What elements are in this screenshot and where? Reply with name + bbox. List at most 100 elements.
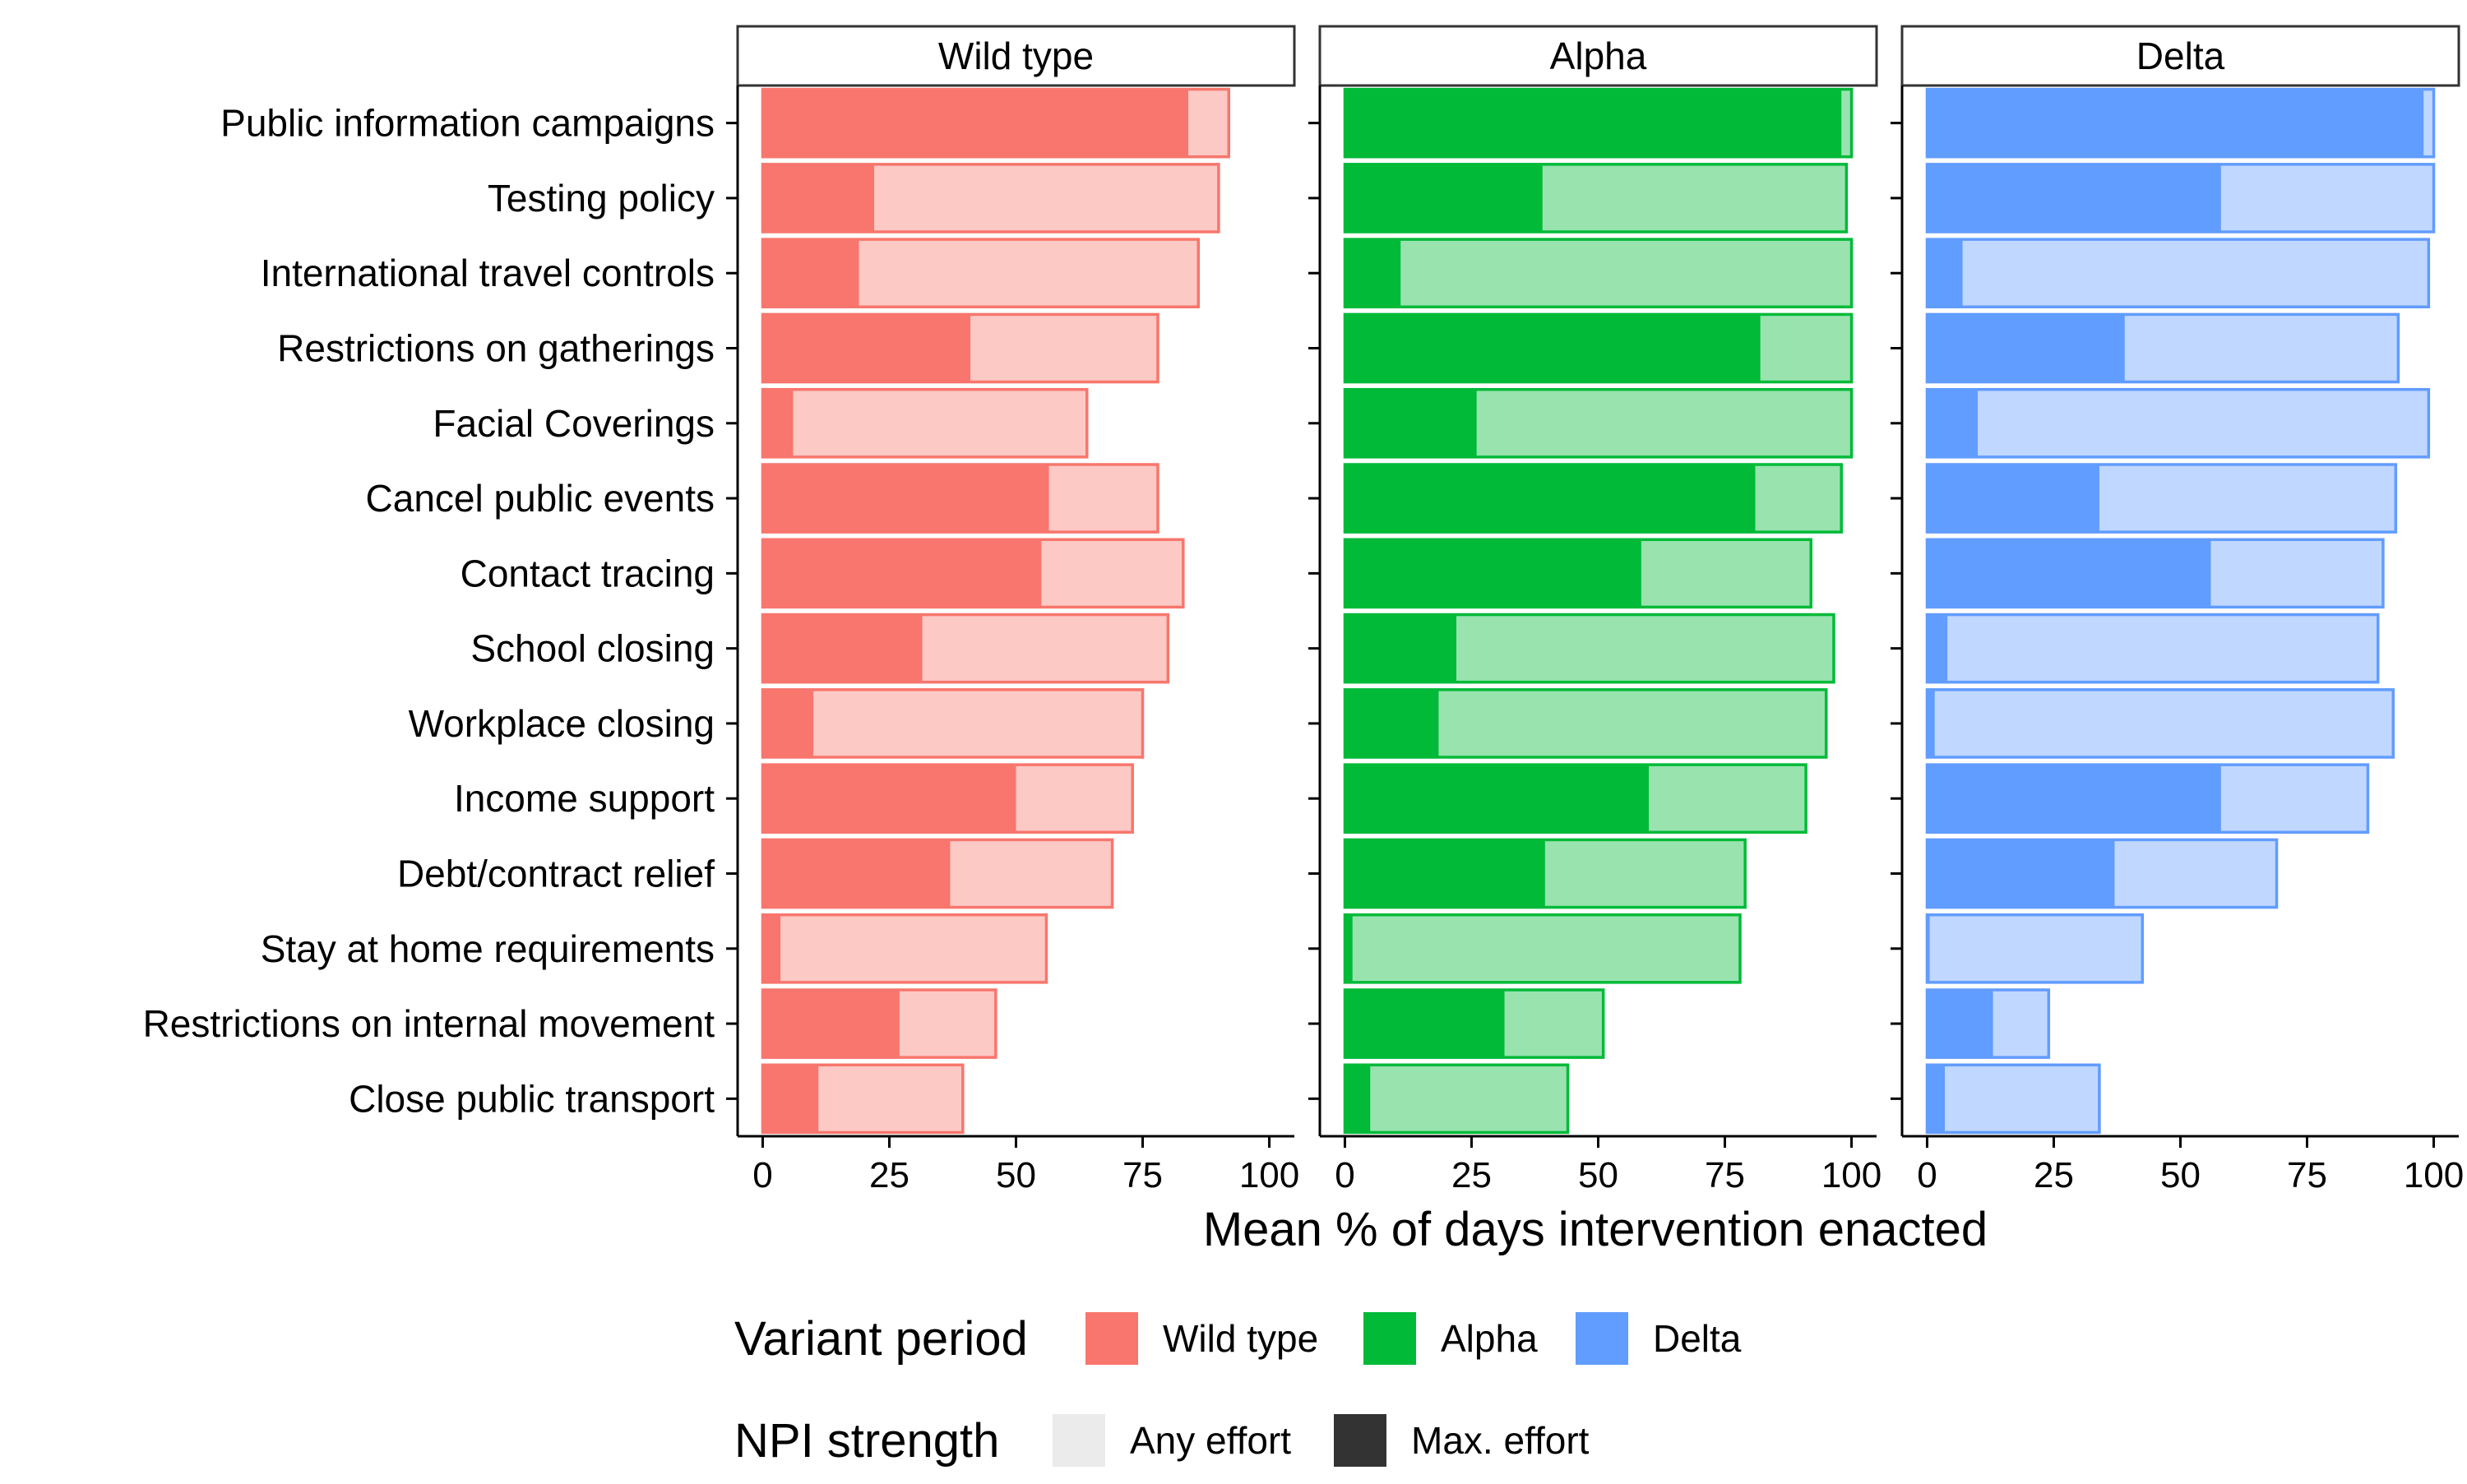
y-category-label: Cancel public events	[366, 477, 715, 520]
bar-max-effort	[1927, 1065, 1946, 1133]
y-category-label: Stay at home requirements	[261, 927, 715, 970]
legend-label: Wild type	[1163, 1317, 1318, 1360]
legend-key	[1053, 1414, 1105, 1467]
x-tick-label: 100	[1239, 1155, 1299, 1195]
x-tick-label: 25	[2034, 1155, 2074, 1195]
bar-max-effort	[1345, 539, 1641, 608]
bar-max-effort	[762, 1065, 819, 1133]
bar-max-effort	[762, 239, 859, 307]
legend-label: Alpha	[1441, 1317, 1538, 1360]
x-axis-title: Mean % of days intervention enacted	[1203, 1203, 1988, 1256]
y-category-label: Close public transport	[349, 1077, 715, 1120]
bar-max-effort	[762, 914, 781, 982]
bar-max-effort	[1345, 689, 1439, 758]
facet-strip	[736, 25, 1296, 87]
bar-max-effort	[1927, 89, 2424, 157]
x-tick-label: 50	[2160, 1155, 2201, 1195]
bar-max-effort	[762, 614, 923, 682]
bar-max-effort	[762, 164, 875, 233]
bar-max-effort	[1345, 839, 1545, 908]
bar-max-effort	[1345, 239, 1401, 307]
y-category-label: School closing	[470, 627, 715, 670]
x-tick-label: 75	[1705, 1155, 1745, 1195]
x-tick-label: 25	[869, 1155, 910, 1195]
bar-max-effort	[1927, 765, 2221, 833]
bar-any-effort	[761, 387, 1089, 459]
bar-any-effort	[1925, 387, 2431, 459]
bar-max-effort	[1345, 89, 1842, 157]
bar-any-effort	[1343, 238, 1854, 309]
legend-label: Any effort	[1130, 1419, 1291, 1462]
bar-max-effort	[1927, 314, 2125, 382]
bar-max-effort	[762, 89, 1188, 157]
x-tick-label: 0	[1335, 1155, 1354, 1195]
bar-max-effort	[1345, 989, 1505, 1058]
bar-max-effort	[1927, 539, 2211, 608]
legend-key	[1085, 1312, 1138, 1365]
bar-max-effort	[1345, 765, 1650, 833]
bar-max-effort	[1345, 164, 1543, 233]
bar-max-effort	[762, 314, 971, 382]
y-category-label: Restrictions on gatherings	[277, 327, 715, 370]
facet-strip-label: Delta	[2136, 35, 2225, 77]
y-category-label: Contact tracing	[461, 552, 715, 594]
y-category-label: International travel controls	[261, 252, 715, 294]
y-category-label: Income support	[454, 777, 715, 820]
panel-delta: Delta 0 25 50 75 100	[1891, 25, 2464, 1195]
bar-any-effort	[1343, 1063, 1570, 1135]
facet-strip	[1900, 25, 2460, 87]
bar-max-effort	[1927, 239, 1963, 307]
x-tick-label: 75	[2287, 1155, 2327, 1195]
legend-title-strength: NPI strength	[734, 1414, 999, 1468]
bar-max-effort	[1927, 614, 1948, 682]
y-category-label: Restrictions on internal movement	[143, 1002, 715, 1045]
y-category-label: Workplace closing	[409, 702, 715, 745]
bar-max-effort	[1927, 464, 2099, 533]
bar-max-effort	[1927, 389, 1979, 457]
x-tick-label: 0	[1917, 1155, 1937, 1195]
bar-max-effort	[1927, 839, 2115, 908]
bar-any-effort	[1925, 913, 2145, 984]
x-tick-label: 50	[996, 1155, 1036, 1195]
bar-any-effort	[1343, 913, 1742, 984]
y-category-label: Testing policy	[488, 177, 715, 220]
y-category-label: Debt/contract relief	[397, 853, 715, 895]
bar-max-effort	[762, 989, 900, 1058]
bar-any-effort	[1925, 1063, 2101, 1135]
bar-max-effort	[1345, 614, 1457, 682]
x-tick-label: 100	[1821, 1155, 1881, 1195]
facet-strip-label: Alpha	[1550, 35, 1647, 77]
bar-max-effort	[1927, 689, 1935, 758]
y-category-label: Facial Coverings	[433, 402, 715, 445]
bar-max-effort	[762, 539, 1042, 608]
legend-title-variant: Variant period	[734, 1312, 1028, 1366]
facet-strip-label: Wild type	[938, 35, 1094, 77]
bar-max-effort	[1927, 914, 1930, 982]
bar-any-effort	[761, 913, 1048, 984]
bar-max-effort	[1345, 1065, 1371, 1133]
legend-key	[1363, 1312, 1416, 1365]
bar-max-effort	[1927, 989, 1993, 1058]
bar-max-effort	[762, 765, 1016, 833]
x-tick-label: 25	[1451, 1155, 1492, 1195]
x-tick-label: 75	[1122, 1155, 1163, 1195]
bar-any-effort	[761, 688, 1145, 759]
bar-any-effort	[1925, 238, 2431, 309]
bar-max-effort	[1345, 389, 1477, 457]
legend-key	[1334, 1414, 1386, 1467]
bar-max-effort	[762, 389, 794, 457]
bar-max-effort	[1345, 464, 1756, 533]
panel-alpha: Alpha 0 25 50 75 100	[1308, 25, 1881, 1195]
legend-key	[1576, 1312, 1628, 1365]
facet-strip	[1318, 25, 1878, 87]
legend-label: Delta	[1653, 1317, 1742, 1360]
bar-max-effort	[762, 464, 1049, 533]
bar-max-effort	[762, 839, 951, 908]
legend-label: Max. effort	[1411, 1419, 1590, 1462]
bar-max-effort	[762, 689, 814, 758]
bar-max-effort	[1345, 914, 1353, 982]
bar-any-effort	[1925, 688, 2395, 759]
bar-max-effort	[1927, 164, 2221, 233]
